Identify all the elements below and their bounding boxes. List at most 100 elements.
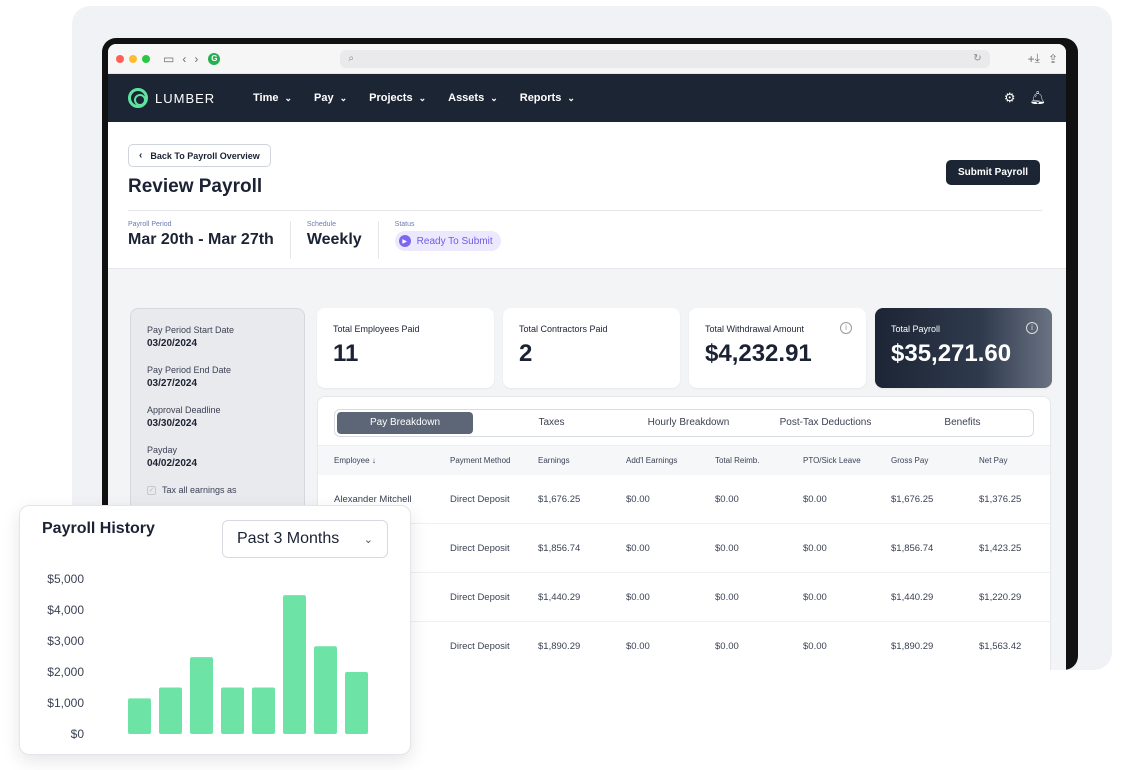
chart-bar[interactable] — [345, 672, 368, 734]
table-row[interactable]: Direct Deposit $1,890.29 $0.00 $0.00 $0.00 $1… — [318, 622, 1050, 670]
contractors-paid-card: Total Contractors Paid 2 — [503, 308, 680, 388]
chart-bar[interactable] — [252, 687, 275, 735]
card-value: $4,232.91 — [705, 340, 812, 367]
table-cell: $0.00 — [626, 591, 650, 603]
page-header: ‹ Back To Payroll Overview Review Payrol… — [108, 122, 1066, 269]
info-icon[interactable]: i — [840, 322, 852, 334]
y-tick-label: $1,000 — [47, 696, 84, 710]
nav-pay[interactable]: Pay ⌄ — [314, 92, 347, 104]
nav-time[interactable]: Time ⌄ — [253, 92, 292, 104]
chart-bar[interactable] — [190, 657, 213, 734]
chevron-down-icon: ⌄ — [567, 92, 575, 103]
download-icon[interactable]: ⤓ — [1034, 51, 1040, 65]
range-select[interactable]: Past 3 Months ⌄ — [222, 520, 388, 558]
column-header: Total Reimb. — [715, 456, 760, 465]
table-cell: $1,890.29 — [891, 640, 934, 652]
share-icon[interactable]: ⇪ — [1047, 51, 1058, 66]
grammarly-icon[interactable]: G — [208, 52, 221, 65]
reload-icon[interactable]: ↻ — [973, 53, 982, 64]
nav-reports[interactable]: Reports ⌄ — [520, 92, 575, 104]
table-cell: $0.00 — [803, 591, 827, 603]
close-window-dot[interactable] — [116, 54, 124, 63]
new-tab-icon[interactable]: + — [1027, 51, 1035, 66]
table-row[interactable]: Alexander Mitchell Direct Deposit $1,676.2… — [318, 475, 1050, 524]
chevron-down-icon: ⌄ — [418, 92, 427, 103]
meta-label: Schedule — [306, 221, 337, 228]
tab-taxes[interactable]: Taxes — [538, 417, 565, 428]
app-logo[interactable]: LUMBER — [128, 88, 253, 108]
info-icon[interactable]: i — [1026, 322, 1038, 334]
column-header-employee[interactable]: Employee ↓ — [334, 456, 450, 465]
laptop-frame: ▭ ‹ › G ⌕ ↻ + ⤓ ⇪ LUMBER Time ⌄ Pay ⌄ Proj… — [102, 38, 1078, 670]
y-tick-label: $5,000 — [47, 572, 84, 586]
table-cell: $0.00 — [803, 493, 827, 505]
column-header: PTO/Sick Leave — [803, 456, 861, 465]
chevron-left-icon: ‹ — [139, 150, 143, 161]
table-cell: $1,890.29 — [538, 640, 581, 652]
table-cell: $1,856.74 — [891, 542, 934, 554]
back-button[interactable]: ‹ Back To Payroll Overview — [128, 144, 271, 167]
gear-icon[interactable]: ⚙ — [1003, 90, 1016, 105]
payroll-history-card: Payroll History Past 3 Months ⌄ $0 $1,000… — [19, 505, 411, 755]
payroll-table-panel: Pay Breakdown Taxes Hourly Breakdown Pos… — [317, 396, 1051, 670]
card-label: Total Payroll — [891, 324, 941, 334]
table-cell: Direct Deposit — [450, 591, 510, 603]
table-cell: $0.00 — [715, 542, 739, 554]
table-cell: $1,376.25 — [979, 493, 1022, 505]
schedule: Schedule Weekly — [307, 221, 379, 259]
table-cell: $1,856.74 — [538, 542, 581, 554]
play-icon: ▶ — [398, 235, 411, 247]
status-text: Ready To Submit — [416, 235, 493, 247]
breakdown-tabs: Pay Breakdown Taxes Hourly Breakdown Pos… — [334, 409, 1034, 437]
table-cell: Alexander Mitchell — [334, 493, 412, 505]
maximize-window-dot[interactable] — [142, 54, 150, 63]
chart-bar[interactable] — [159, 687, 182, 735]
nav-assets[interactable]: Assets ⌄ — [448, 92, 498, 104]
table-cell: $0.00 — [626, 493, 650, 505]
card-value: $35,271.60 — [891, 340, 1012, 367]
status: Status ▶ Ready To Submit — [394, 221, 517, 259]
chart-bar[interactable] — [221, 687, 244, 735]
minimize-window-dot[interactable] — [129, 54, 137, 63]
y-tick-label: $4,000 — [47, 603, 84, 617]
checkbox-label: Tax all earnings as — [162, 485, 237, 495]
table-header: Employee ↓ Payment Method Earnings Add'l… — [318, 445, 1050, 475]
table-row[interactable]: Direct Deposit $1,440.29 $0.00 $0.00 $0.00 $1… — [318, 573, 1050, 622]
chart-bar[interactable] — [283, 595, 306, 734]
checkbox-icon: ✓ — [147, 485, 156, 495]
forward-arrow-icon[interactable]: › — [194, 51, 199, 66]
column-header: Add'l Earnings — [626, 456, 678, 465]
summary-cards: Total Employees Paid 11 Total Contractor… — [317, 308, 1052, 388]
chart-bar[interactable] — [314, 646, 337, 734]
payroll-meta: Payroll Period Mar 20th - Mar 27th Sched… — [128, 221, 1046, 259]
browser-toolbar: ▭ ‹ › G ⌕ ↻ + ⤓ ⇪ — [108, 44, 1066, 74]
withdrawal-amount-card: Total Withdrawal Amount $4,232.91 i — [689, 308, 866, 388]
address-bar[interactable]: ⌕ ↻ — [340, 49, 990, 68]
nav-label: Projects — [369, 92, 413, 104]
y-tick-label: $3,000 — [47, 634, 84, 648]
tab-hourly-breakdown[interactable]: Hourly Breakdown — [647, 417, 730, 428]
table-cell: $1,563.42 — [979, 640, 1022, 652]
tab-benefits[interactable]: Benefits — [944, 417, 981, 428]
tab-post-tax-deductions[interactable]: Post-Tax Deductions — [779, 417, 872, 428]
chevron-down-icon: ⌄ — [339, 92, 348, 103]
logo-text: LUMBER — [155, 90, 216, 106]
nav-label: Reports — [519, 92, 562, 104]
search-icon: ⌕ — [348, 53, 354, 64]
table-cell: Direct Deposit — [450, 493, 510, 505]
table-cell: $0.00 — [715, 591, 739, 603]
nav-projects[interactable]: Projects ⌄ — [369, 92, 426, 104]
side-label: Approval Deadline — [147, 405, 221, 415]
tab-pay-breakdown[interactable]: Pay Breakdown — [337, 412, 473, 434]
table-cell: Direct Deposit — [450, 640, 510, 652]
table-row[interactable]: Direct Deposit $1,856.74 $0.00 $0.00 $0.00 $1… — [318, 524, 1050, 573]
tax-earnings-checkbox[interactable]: ✓ Tax all earnings as — [147, 485, 288, 495]
chart-bar[interactable] — [128, 698, 151, 734]
submit-payroll-button[interactable]: Submit Payroll — [945, 160, 1040, 185]
bell-icon[interactable]: 🔔︎ — [1029, 90, 1046, 105]
sidebar-toggle-icon[interactable]: ▭ — [163, 51, 175, 66]
top-navigation: LUMBER Time ⌄ Pay ⌄ Projects ⌄ Assets ⌄ Repo… — [108, 74, 1066, 122]
divider — [128, 210, 1042, 211]
back-arrow-icon[interactable]: ‹ — [182, 51, 187, 66]
side-value: 03/30/2024 — [147, 418, 198, 429]
